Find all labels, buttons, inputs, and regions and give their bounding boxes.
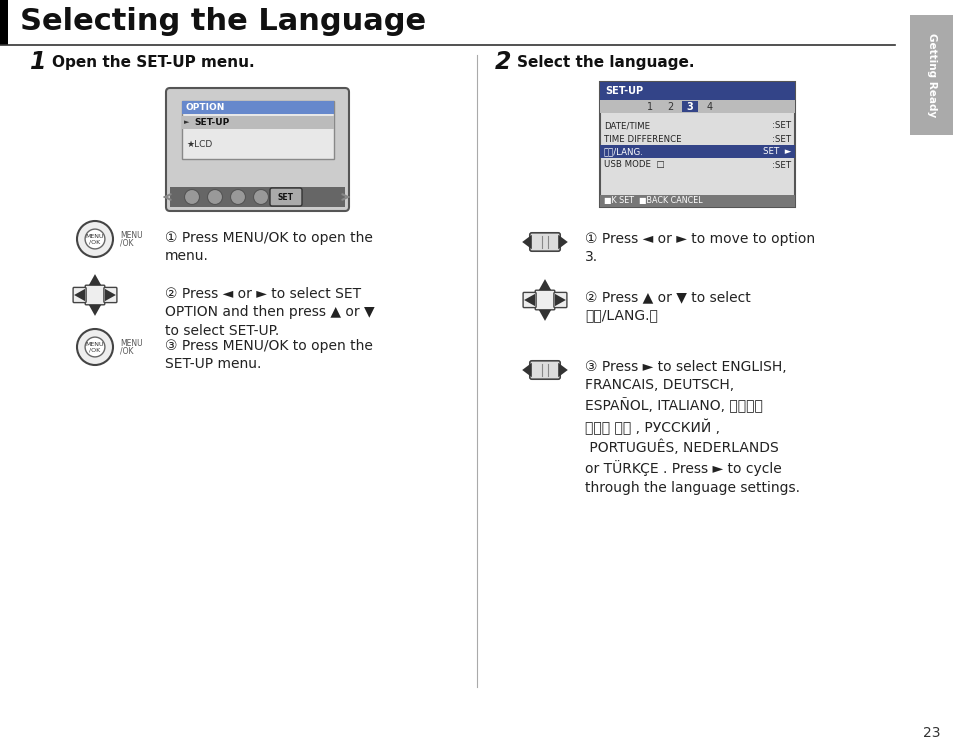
Circle shape (85, 229, 105, 249)
Text: ③ Press MENU/OK to open the
SET-UP menu.: ③ Press MENU/OK to open the SET-UP menu. (165, 339, 373, 371)
Text: SET-UP: SET-UP (604, 86, 642, 96)
Text: ② Press ▲ or ▼ to select
言語/LANG.。: ② Press ▲ or ▼ to select 言語/LANG.。 (584, 290, 750, 322)
Bar (182, 101, 334, 114)
Text: Selecting the Language: Selecting the Language (20, 8, 426, 36)
Text: MENU: MENU (120, 340, 143, 349)
Text: :SET: :SET (771, 134, 790, 143)
Text: Getting Ready: Getting Ready (926, 33, 936, 117)
Polygon shape (538, 279, 551, 290)
Text: OPTION: OPTION (186, 103, 225, 112)
Text: ►: ► (184, 119, 190, 125)
Circle shape (253, 190, 268, 205)
Bar (681, 101, 698, 112)
FancyBboxPatch shape (529, 233, 559, 251)
Polygon shape (521, 363, 531, 378)
Polygon shape (105, 289, 115, 301)
FancyBboxPatch shape (73, 288, 86, 303)
Polygon shape (538, 310, 551, 321)
Text: ① Press ◄ or ► to move to option
3.: ① Press ◄ or ► to move to option 3. (584, 232, 814, 264)
Text: 1: 1 (646, 101, 653, 112)
Text: ★LCD: ★LCD (186, 140, 212, 149)
Text: 言語/LANG.: 言語/LANG. (603, 147, 643, 156)
Text: 2: 2 (495, 50, 511, 74)
FancyBboxPatch shape (270, 188, 302, 206)
Polygon shape (558, 235, 567, 249)
Text: ■K SET  ■BACK CANCEL: ■K SET ■BACK CANCEL (603, 196, 702, 205)
Text: /OK: /OK (120, 347, 133, 356)
Polygon shape (521, 235, 531, 249)
Text: 3: 3 (686, 101, 693, 112)
Text: SET: SET (277, 193, 294, 202)
Text: 23: 23 (923, 726, 940, 740)
Circle shape (77, 221, 112, 257)
Bar (909, 15, 953, 135)
Circle shape (184, 190, 199, 205)
Text: /OK: /OK (90, 240, 100, 245)
Bar (182, 101, 334, 159)
Text: Open the SET-UP menu.: Open the SET-UP menu. (52, 54, 254, 69)
Polygon shape (558, 363, 567, 378)
Text: /OK: /OK (120, 239, 133, 248)
FancyBboxPatch shape (85, 285, 105, 305)
Polygon shape (523, 294, 535, 307)
Text: MENU: MENU (86, 341, 104, 347)
Bar (0, 0, 8, 45)
Text: ② Press ◄ or ► to select SET
OPTION and then press ▲ or ▼
to select SET-UP.: ② Press ◄ or ► to select SET OPTION and … (165, 287, 375, 337)
Text: :SET: :SET (771, 161, 790, 170)
Text: 1: 1 (30, 50, 47, 74)
Text: Select the language.: Select the language. (517, 54, 694, 69)
Text: :SET: :SET (771, 122, 790, 131)
Bar (599, 145, 794, 158)
Circle shape (231, 190, 245, 205)
Text: USB MODE  □: USB MODE □ (603, 161, 664, 170)
Text: ③ Press ► to select ENGLISH,
FRANCAIS, DEUTSCH,
ESPAÑOL, ITALIANO, 中文简，
繁體， 한글 ,: ③ Press ► to select ENGLISH, FRANCAIS, D… (584, 360, 800, 495)
Bar (182, 116, 334, 129)
FancyBboxPatch shape (535, 290, 555, 310)
Circle shape (77, 329, 112, 365)
Polygon shape (555, 294, 565, 307)
FancyBboxPatch shape (554, 292, 566, 307)
FancyBboxPatch shape (166, 88, 349, 211)
Bar (170, 187, 345, 207)
FancyBboxPatch shape (522, 292, 536, 307)
Text: DATE/TIME: DATE/TIME (603, 122, 649, 131)
Bar (599, 82, 794, 207)
Circle shape (208, 190, 222, 205)
Text: 2: 2 (666, 101, 673, 112)
Polygon shape (74, 289, 85, 301)
Text: SET  ►: SET ► (761, 147, 790, 156)
FancyBboxPatch shape (104, 288, 117, 303)
Text: /OK: /OK (90, 348, 100, 353)
Text: MENU: MENU (120, 232, 143, 241)
Bar (599, 82, 794, 100)
Circle shape (85, 337, 105, 357)
Bar (599, 195, 794, 207)
Text: 4: 4 (706, 101, 712, 112)
Bar (0, 0, 894, 45)
Text: TIME DIFFERENCE: TIME DIFFERENCE (603, 134, 680, 143)
Text: SET-UP: SET-UP (193, 118, 229, 127)
Polygon shape (89, 305, 101, 316)
Text: ① Press MENU/OK to open the
menu.: ① Press MENU/OK to open the menu. (165, 231, 373, 263)
Polygon shape (89, 274, 101, 285)
Text: MENU: MENU (86, 233, 104, 239)
Bar (599, 100, 794, 113)
FancyBboxPatch shape (529, 361, 559, 379)
